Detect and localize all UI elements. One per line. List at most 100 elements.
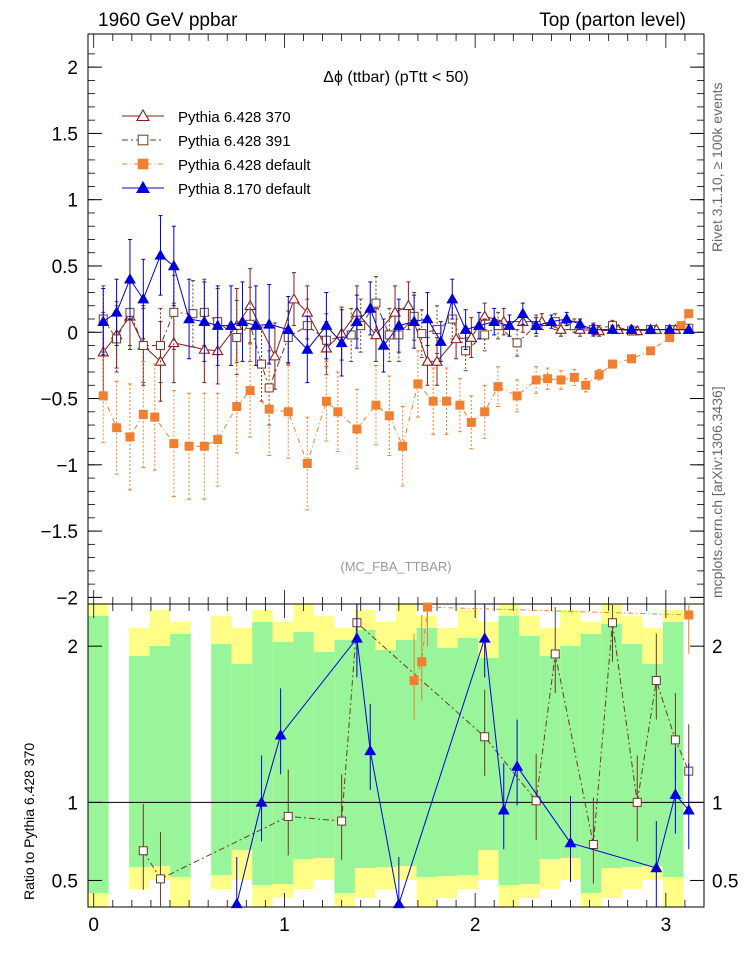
data-point xyxy=(263,318,276,329)
data-point xyxy=(138,341,148,351)
ratio-xtick-label: 2 xyxy=(470,915,481,936)
data-point xyxy=(184,441,194,451)
ratio-ylabel: Ratio to Pythia 6.428 370 xyxy=(21,743,37,900)
ratio-ytick-label-right: 1 xyxy=(712,793,723,814)
data-point xyxy=(137,293,150,304)
data-point xyxy=(232,401,242,411)
data-point xyxy=(480,407,490,417)
main-ytick-label: −0.5 xyxy=(40,390,78,411)
data-point xyxy=(428,396,438,406)
ratio-point xyxy=(564,836,577,848)
data-point xyxy=(384,330,394,340)
ratio-ytick-label: 1 xyxy=(67,793,78,814)
legend-label: Pythia 6.428 default xyxy=(178,157,311,174)
ratio-point xyxy=(670,735,680,745)
green-band xyxy=(642,664,663,866)
data-point xyxy=(110,306,123,317)
series-line xyxy=(102,254,689,351)
data-point xyxy=(663,323,676,334)
header-left: 1960 GeV ppbar xyxy=(98,10,238,31)
data-point xyxy=(625,323,638,334)
green-band xyxy=(149,646,171,866)
data-point xyxy=(150,412,160,422)
ratio-series-pythia-6-428-default xyxy=(409,602,694,720)
data-point xyxy=(560,312,573,324)
data-point xyxy=(125,432,135,442)
ratio-point xyxy=(478,632,491,643)
data-point xyxy=(249,319,262,330)
legend: Pythia 6.428 370 Pythia 6.428 391 Pythia 6… xyxy=(122,108,311,198)
data-point xyxy=(676,321,686,331)
main-ytick-label: 1.5 xyxy=(52,124,78,145)
data-point xyxy=(493,382,503,392)
ratio-point xyxy=(684,610,694,620)
ratio-point xyxy=(682,804,695,815)
data-point xyxy=(545,315,558,326)
green-band xyxy=(231,664,253,850)
legend-label: Pythia 8.170 default xyxy=(178,181,311,198)
green-band xyxy=(457,638,479,875)
ratio-point xyxy=(669,788,682,799)
green-band xyxy=(293,632,314,859)
data-point xyxy=(225,319,237,330)
green-band xyxy=(519,636,540,884)
data-point xyxy=(530,319,543,330)
data-point xyxy=(112,423,122,433)
data-point xyxy=(431,355,443,366)
series-pythia-6-428-default xyxy=(98,309,694,511)
data-point xyxy=(665,333,675,343)
main-ytick-label: −1.5 xyxy=(40,522,78,543)
green-band xyxy=(580,634,602,893)
legend-marker xyxy=(137,158,149,170)
data-point xyxy=(446,293,459,304)
main-ytick-label: 0.5 xyxy=(52,257,78,278)
data-point xyxy=(236,315,249,326)
ratio-point xyxy=(588,840,598,850)
data-point xyxy=(167,259,180,271)
rivet-label: Rivet 3.1.10, ≥ 100k events xyxy=(709,82,725,252)
legend-marker xyxy=(137,134,149,146)
main-ytick-label: 2 xyxy=(67,58,78,79)
data-point xyxy=(198,315,211,326)
ratio-point xyxy=(422,602,432,612)
ratio-point xyxy=(607,618,617,628)
data-point xyxy=(442,396,452,406)
data-point xyxy=(646,346,656,356)
data-point xyxy=(450,332,463,344)
data-point xyxy=(346,330,356,340)
ratio-point xyxy=(350,632,363,643)
data-point xyxy=(98,391,108,401)
series-line xyxy=(102,313,690,466)
ratio-line xyxy=(413,606,689,681)
green-band xyxy=(560,646,581,858)
data-point xyxy=(377,339,390,350)
data-point xyxy=(124,273,136,284)
legend-label: Pythia 6.428 391 xyxy=(178,133,291,150)
green-band xyxy=(539,656,561,859)
plot-title: Δϕ (ttbar) (pTtt < 50) xyxy=(323,69,468,86)
data-point xyxy=(301,343,314,354)
data-point xyxy=(392,319,405,330)
ratio-point xyxy=(364,744,377,756)
legend-marker xyxy=(136,108,150,122)
data-point xyxy=(684,309,694,319)
ratio-xtick-label: 0 xyxy=(88,915,99,936)
green-band xyxy=(354,630,376,868)
data-point xyxy=(408,315,421,326)
data-point xyxy=(213,435,223,445)
ratio-point xyxy=(632,797,642,807)
ratio-point xyxy=(138,846,148,856)
data-point xyxy=(434,335,447,346)
data-point xyxy=(97,315,110,326)
data-point xyxy=(167,336,180,348)
data-point xyxy=(268,350,281,361)
ratio-point xyxy=(480,732,490,742)
axes: −2 −1.5 −1 −0.5 0 0.5 1 1.5 2 0 1 2 3 0.5 0.5 1 1 2 2 xyxy=(40,34,738,936)
data-point xyxy=(169,439,179,449)
data-point xyxy=(232,333,242,343)
data-point xyxy=(371,298,381,308)
ratio-point xyxy=(417,657,427,667)
ratio-point xyxy=(337,816,347,826)
data-point xyxy=(370,328,382,340)
legend-marker xyxy=(136,180,150,194)
